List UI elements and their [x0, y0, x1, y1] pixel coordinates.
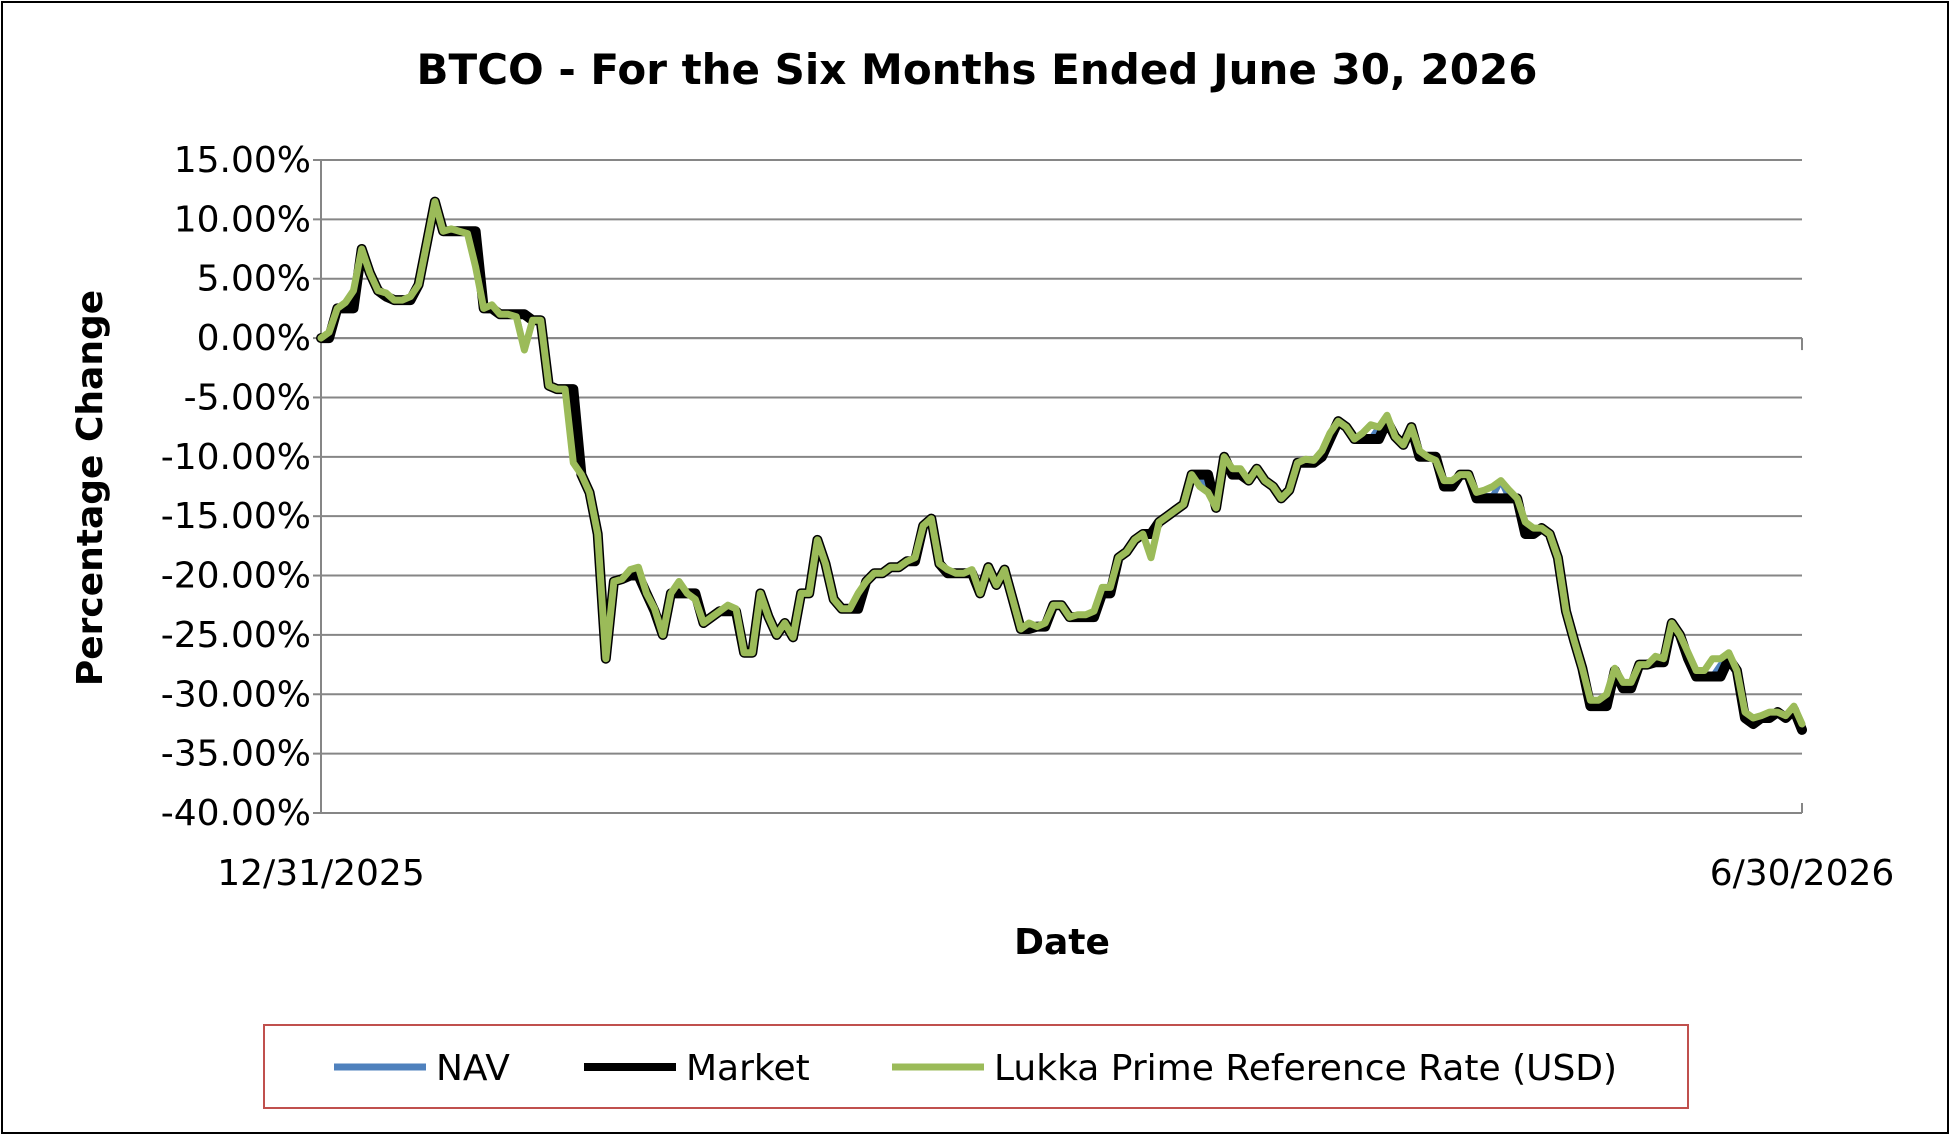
x-tick-label: 12/31/2025 [217, 853, 425, 894]
x-tick-label: 6/30/2026 [1710, 853, 1895, 894]
y-tick-label: -10.00% [161, 437, 311, 478]
chart-title: BTCO - For the Six Months Ended June 30,… [417, 45, 1538, 94]
y-tick-label: -20.00% [161, 556, 311, 597]
y-tick-label: 15.00% [174, 140, 311, 181]
series-lines [316, 196, 1807, 735]
legend-label: Lukka Prime Reference Rate (USD) [994, 1048, 1617, 1089]
gridlines [321, 159, 1802, 814]
y-axis-title: Percentage Change [70, 290, 111, 686]
y-tick-label: -30.00% [161, 674, 311, 715]
y-tick-label: -15.00% [161, 496, 311, 537]
y-tick-label: -35.00% [161, 734, 311, 775]
legend: NAV Market Lukka Prime Reference Rate (USD… [334, 1048, 1617, 1089]
y-tick-label: 5.00% [197, 259, 311, 300]
series-line-lukka-prime-reference-rate-usd [317, 198, 1806, 728]
y-tick-label: 0.00% [197, 318, 311, 359]
y-tick-label: 10.00% [174, 199, 311, 240]
x-axis-title: Date [1014, 922, 1110, 963]
y-tick-label: -25.00% [161, 615, 311, 656]
x-axis-ticks: 12/31/2025 6/30/2026 [217, 853, 1894, 894]
legend-label: Market [686, 1048, 810, 1089]
y-tick-label: -40.00% [161, 793, 311, 834]
legend-label: NAV [436, 1048, 510, 1089]
y-tick-label: -5.00% [184, 377, 311, 418]
legend-box [263, 1024, 1689, 1109]
axes [320, 160, 1803, 813]
y-axis-ticks: 15.00% 10.00% 5.00% 0.00% -5.00% -10.00% -15.0… [161, 140, 321, 834]
